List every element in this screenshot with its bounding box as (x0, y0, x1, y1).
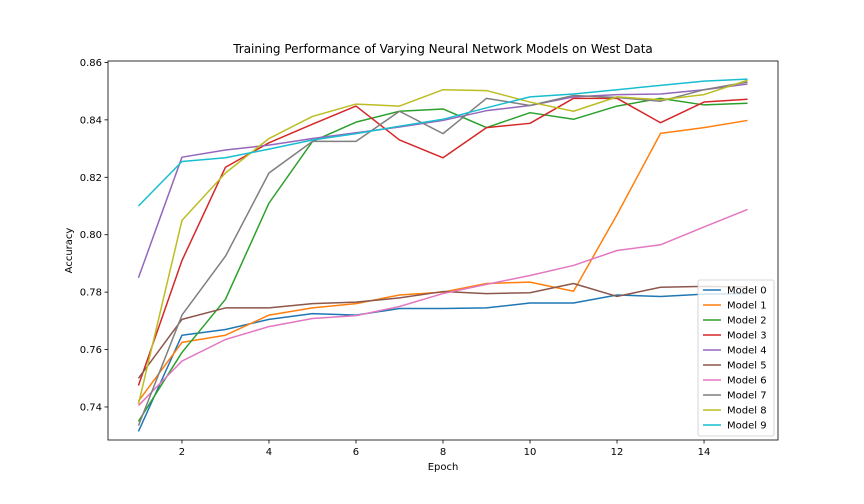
legend-label-model-0: Model 0 (727, 286, 767, 297)
legend-label-model-1: Model 1 (727, 301, 767, 312)
x-tick-label: 6 (353, 447, 359, 458)
y-tick-label: 0.80 (80, 230, 102, 241)
y-axis-label: Accuracy (64, 228, 75, 274)
x-tick-label: 8 (440, 447, 446, 458)
legend-label-model-7: Model 7 (727, 391, 767, 402)
series-lines (137, 78, 748, 432)
y-tick-label: 0.76 (80, 345, 102, 356)
legend-label-model-4: Model 4 (727, 346, 767, 357)
legend-box (697, 279, 775, 437)
x-tick-label: 10 (524, 447, 537, 458)
x-tick-label: 14 (698, 447, 711, 458)
legend-label-model-2: Model 2 (727, 316, 767, 327)
y-tick-label: 0.86 (80, 58, 102, 69)
legend: Model 0 Model 1 Model 2 Model 3 Model 4 Model… (697, 279, 775, 437)
x-tick-label: 4 (266, 447, 272, 458)
series-line-model-8 (137, 79, 748, 405)
legend-label-model-9: Model 9 (727, 421, 767, 432)
legend-label-model-6: Model 6 (727, 376, 767, 387)
series-line-model-9 (137, 78, 748, 207)
chart-title: Training Performance of Varying Neural N… (232, 42, 653, 56)
series-line-model-4 (137, 83, 748, 279)
plot-area (107, 60, 779, 441)
y-tick-label: 0.82 (80, 173, 102, 184)
legend-label-model-8: Model 8 (727, 406, 767, 417)
y-tick-label: 0.84 (80, 115, 102, 126)
series-line-model-6 (137, 208, 748, 407)
series-line-model-5 (137, 282, 748, 379)
x-tick-label: 2 (179, 447, 185, 458)
series-line-model-3 (137, 97, 748, 386)
x-axis-label: Epoch (428, 462, 459, 473)
x-tick-label: 12 (611, 447, 624, 458)
y-axis-ticks: 0.74 0.76 0.78 0.80 0.82 0.84 0.86 (80, 58, 108, 413)
plot-frame (107, 60, 779, 441)
series-line-model-2 (137, 97, 748, 422)
legend-label-model-5: Model 5 (727, 361, 767, 372)
series-line-model-0 (137, 292, 748, 432)
y-tick-label: 0.78 (80, 288, 102, 299)
x-axis-ticks: 2 4 6 8 10 12 14 (179, 440, 711, 458)
series-line-model-7 (137, 81, 748, 426)
legend-label-model-3: Model 3 (727, 331, 767, 342)
y-tick-label: 0.74 (80, 402, 102, 413)
